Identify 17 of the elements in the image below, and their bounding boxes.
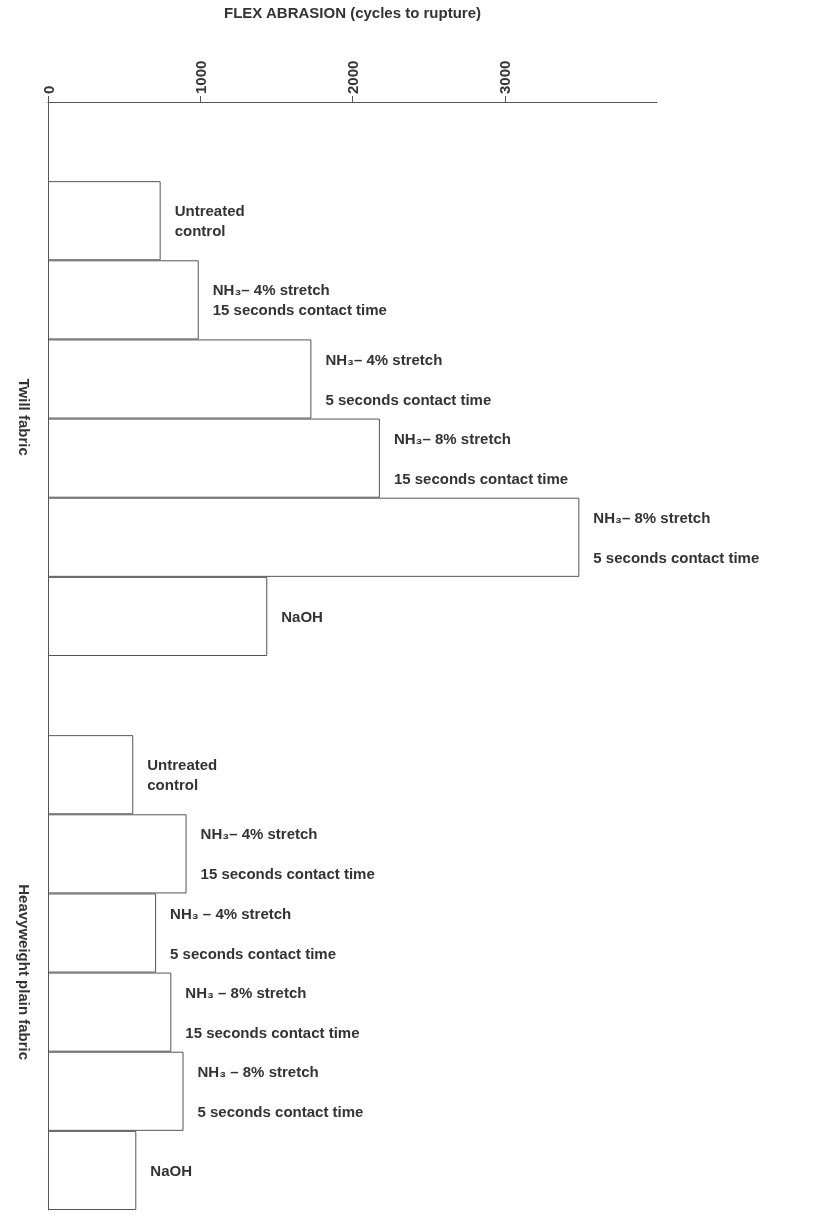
- category-label: NH₃ – 4% stretch 5 seconds contact time: [170, 904, 336, 962]
- x-tick-label: 1000: [191, 60, 209, 94]
- y-tick-label: Untreated control: [174, 202, 245, 240]
- y-tick-label: Untreated control: [147, 756, 218, 794]
- category-label: NH₃– 4% stretch 5 seconds contact time: [325, 350, 492, 408]
- x-axis-title: FLEX ABRASION (cycles to rupture): [224, 4, 481, 21]
- y-tick-label: NaOH: [281, 607, 323, 625]
- x-tick-label: 2000: [344, 60, 361, 94]
- y-tick-label: NaOH: [150, 1161, 192, 1179]
- x-tick-label: 3000: [496, 60, 514, 94]
- x-tick-label: 0: [39, 85, 57, 94]
- text: Twill fabric: [15, 378, 33, 456]
- category-label: NH₃– 8% stretch 5 seconds contact time: [593, 508, 760, 566]
- category-label: NH₃ – 8% stretch 5 seconds contact time: [197, 1062, 364, 1120]
- text: Heavyweight plain fabric: [15, 884, 33, 1061]
- category-label: NH₃ – 8% stretch 15 seconds contact time: [185, 983, 360, 1041]
- category-label: NH₃– 8% stretch 15 seconds contact time: [393, 429, 569, 487]
